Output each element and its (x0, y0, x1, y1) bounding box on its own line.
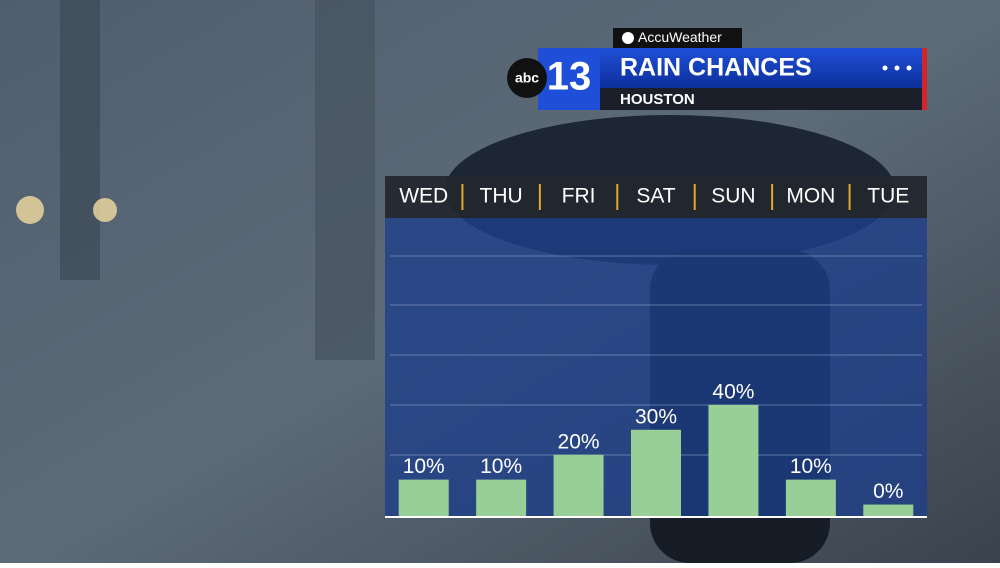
logo-channel: 13 (547, 55, 592, 99)
brand-box (613, 28, 742, 48)
day-label: WED (399, 185, 448, 208)
pillar (315, 0, 375, 360)
title-accent (922, 48, 927, 110)
logo-network: abc (515, 70, 539, 86)
day-label: MON (786, 185, 835, 208)
bar (863, 504, 914, 517)
bar (631, 429, 681, 517)
brand-icon (622, 32, 634, 44)
subtitle-bar (600, 88, 922, 110)
day-label: THU (480, 185, 523, 208)
value-label: 40% (712, 380, 754, 403)
pillar (60, 0, 100, 280)
light (93, 198, 117, 222)
bar (708, 404, 759, 517)
bar (785, 479, 836, 517)
day-label: FRI (562, 185, 596, 208)
value-label: 20% (558, 430, 600, 453)
day-label: SAT (636, 185, 675, 208)
chart-title: RAIN CHANCES (620, 54, 812, 82)
dot (906, 65, 912, 71)
bar (553, 454, 604, 517)
dot (894, 65, 900, 71)
grid (390, 255, 922, 456)
bar (476, 479, 527, 517)
value-label: 30% (635, 405, 677, 428)
light (16, 196, 44, 224)
day-label: SUN (711, 185, 755, 208)
value-label: 10% (403, 455, 445, 478)
value-label: 0% (873, 480, 903, 503)
logo-box (538, 48, 600, 110)
bar (398, 479, 449, 517)
brand: AccuWeather (638, 29, 722, 45)
title-bar (600, 48, 927, 88)
day-header (385, 176, 927, 218)
logo-circle (507, 58, 547, 98)
day-label: TUE (867, 185, 909, 208)
value-label: 10% (790, 455, 832, 478)
value-label: 10% (480, 455, 522, 478)
dot (882, 65, 888, 71)
chart-subtitle: HOUSTON (620, 91, 695, 108)
